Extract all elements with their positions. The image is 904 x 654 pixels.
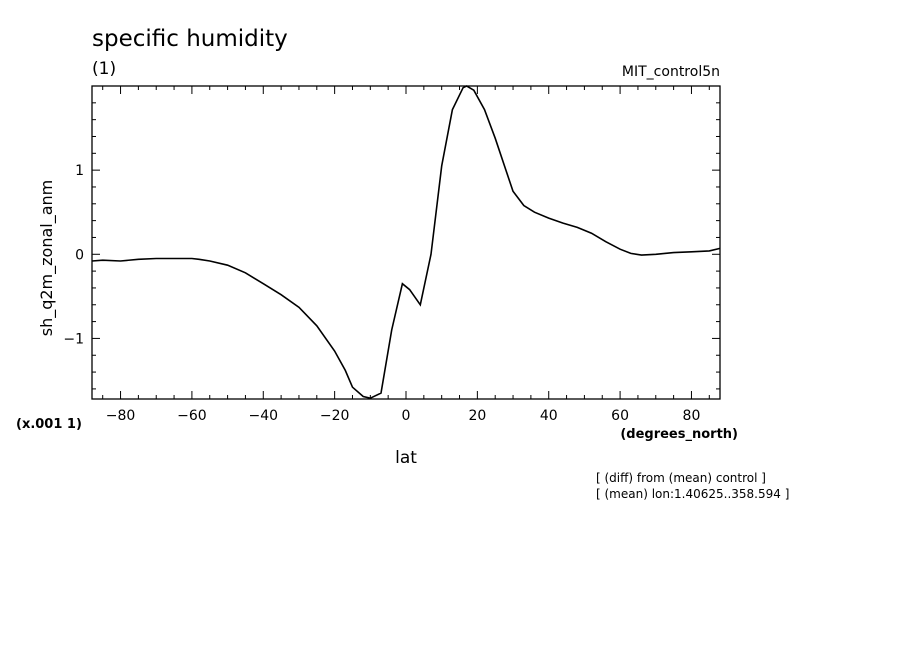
plot-frame xyxy=(91,85,721,400)
x-tick-label: −40 xyxy=(248,408,278,424)
mean-note: [ (mean) lon:1.40625..358.594 ] xyxy=(596,487,789,501)
x-units-label: (degrees_north) xyxy=(620,427,738,442)
x-tick-label: 60 xyxy=(611,408,629,424)
scale-note: (x.001 1) xyxy=(16,417,82,432)
series-line xyxy=(91,85,721,400)
x-tick-label: −60 xyxy=(177,408,207,424)
y-tick-label: 0 xyxy=(75,247,84,263)
diff-note: [ (diff) from (mean) control ] xyxy=(596,471,766,485)
x-tick-label: −80 xyxy=(106,408,136,424)
y-tick-label: 1 xyxy=(75,163,84,179)
y-axis-label: sh_q2m_zonal_anm xyxy=(37,180,57,337)
chart-subtitle: (1) xyxy=(92,59,116,79)
x-tick-label: 0 xyxy=(402,408,411,424)
x-tick-labels: −80 −60 −40 −20 0 20 40 60 80 xyxy=(106,408,701,424)
x-tick-label: 40 xyxy=(540,408,558,424)
x-tick-label: −20 xyxy=(320,408,350,424)
y-tick-labels: −1 0 1 xyxy=(63,163,84,347)
x-tick-label: 20 xyxy=(468,408,486,424)
run-label: MIT_control5n xyxy=(622,64,720,80)
x-tick-label: 80 xyxy=(683,408,701,424)
axis-ticks xyxy=(92,85,720,399)
chart-title: specific humidity xyxy=(92,26,288,52)
x-axis-label: lat xyxy=(395,448,417,468)
y-tick-label: −1 xyxy=(63,331,84,347)
